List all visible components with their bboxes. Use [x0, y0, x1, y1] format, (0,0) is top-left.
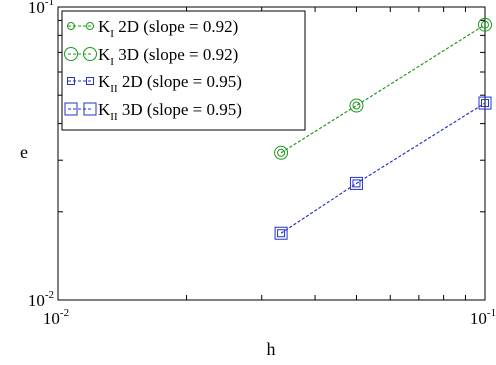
legend-marker: [67, 22, 75, 30]
legend-entry: KI 2D (slope = 0.92): [67, 17, 238, 40]
data-point: [481, 99, 489, 108]
series-4: [274, 96, 492, 240]
legend-label: KI 3D (slope = 0.92): [98, 45, 238, 68]
legend: KI 2D (slope = 0.92) KI 3D (slope = 0.92)…: [61, 10, 306, 131]
legend-marker: [64, 102, 78, 116]
y-axis-label: e: [20, 142, 28, 162]
tick-labels: 10-2 10-1 10-2 10-1: [28, 0, 496, 328]
data-point: [274, 145, 289, 160]
data-point: [478, 96, 492, 110]
data-point: [481, 20, 489, 29]
series-2: [274, 17, 492, 160]
data-point: [352, 179, 361, 188]
legend-label: KII 2D (slope = 0.95): [98, 72, 242, 95]
series-3: [277, 99, 489, 238]
x-tick-label: 10-2: [43, 307, 69, 328]
legend-entry: KI 3D (slope = 0.92): [64, 45, 238, 68]
data-point: [352, 101, 361, 110]
data-point: [274, 226, 288, 240]
y-tick-label: 10-2: [28, 289, 54, 310]
legend-marker: [86, 77, 94, 85]
data-point: [478, 17, 492, 32]
series-line: [280, 102, 486, 234]
plot-area-frame: [57, 6, 486, 301]
data-point: [277, 229, 286, 238]
x-axis-label: h: [267, 339, 276, 359]
legend-box: [61, 10, 306, 131]
legend-marker: [64, 47, 78, 61]
legend-marker: [83, 102, 97, 116]
y-tick-label: 10-1: [28, 0, 54, 17]
data-point: [349, 176, 363, 190]
legend-marker: [67, 77, 75, 85]
legend-entry: KII 3D (slope = 0.95): [64, 100, 242, 123]
legend-marker: [86, 22, 94, 30]
data-point: [349, 98, 364, 113]
legend-label: KI 2D (slope = 0.92): [98, 17, 238, 40]
series-line: [280, 24, 486, 154]
series-layer: [274, 17, 492, 240]
legend-label: KII 3D (slope = 0.95): [98, 100, 242, 123]
x-tick-label: 10-1: [470, 307, 496, 328]
legend-marker: [83, 47, 97, 61]
legend-entry: KII 2D (slope = 0.95): [67, 72, 242, 95]
data-point: [277, 148, 286, 157]
